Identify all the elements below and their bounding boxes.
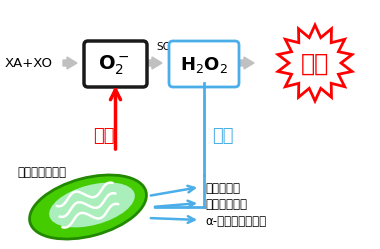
FancyArrow shape [237, 57, 254, 69]
Text: XA+XO: XA+XO [5, 57, 53, 69]
Ellipse shape [49, 183, 135, 227]
Polygon shape [278, 25, 352, 101]
Text: ピルビン酸: ピルビン酸 [205, 182, 240, 194]
Ellipse shape [30, 175, 146, 239]
FancyBboxPatch shape [84, 41, 147, 87]
Text: 消去: 消去 [212, 127, 233, 145]
FancyArrow shape [63, 57, 77, 69]
Text: 発生: 発生 [93, 127, 115, 145]
Text: α-ケトグルタル酸: α-ケトグルタル酸 [205, 214, 266, 228]
Text: 毒性: 毒性 [301, 52, 329, 76]
Text: O$_2^-$: O$_2^-$ [98, 53, 129, 77]
Text: ミトコンドリア: ミトコンドリア [17, 166, 66, 179]
Text: SOD: SOD [157, 42, 179, 52]
Text: H$_2$O$_2$: H$_2$O$_2$ [180, 55, 228, 75]
FancyArrow shape [145, 57, 162, 69]
FancyBboxPatch shape [169, 41, 239, 87]
Text: オキサロ酢酸: オキサロ酢酸 [205, 197, 247, 210]
